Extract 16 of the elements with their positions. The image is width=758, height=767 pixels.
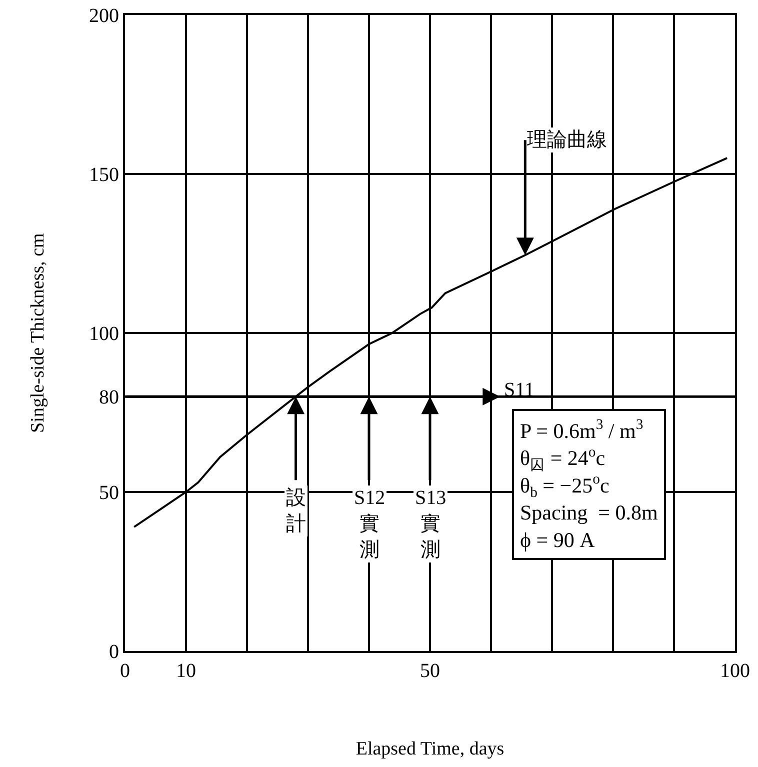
x-tick-label: 10 <box>176 660 196 682</box>
x-tick-label: 100 <box>720 660 750 682</box>
y-tick-label: 150 <box>89 164 119 186</box>
annotation: S13實測 <box>415 487 446 561</box>
x-tick-label: 50 <box>420 660 440 682</box>
y-tick-label: 200 <box>89 5 119 27</box>
y-tick-label: 80 <box>99 386 119 409</box>
y-tick-label: 50 <box>99 482 119 504</box>
annotation: 理論曲線 <box>527 129 607 151</box>
text: P = 0.6m$^{3}$ / m$^{3}$ θ$_{囚}$ = 24$^{o}$c θ$_{b}$ = −25$^{o}$c Spacing = 0.8m ϕ = 90 A <box>520 417 658 552</box>
annotation: S12實測 <box>354 487 386 561</box>
annotation: 設計 <box>286 487 306 535</box>
y-tick-label: 100 <box>89 323 119 345</box>
x-axis-title: Elapsed Time, days <box>356 738 504 760</box>
y-axis-title: Single-side Thickness, cm <box>27 232 48 433</box>
y-tick-label: 0 <box>109 641 119 663</box>
